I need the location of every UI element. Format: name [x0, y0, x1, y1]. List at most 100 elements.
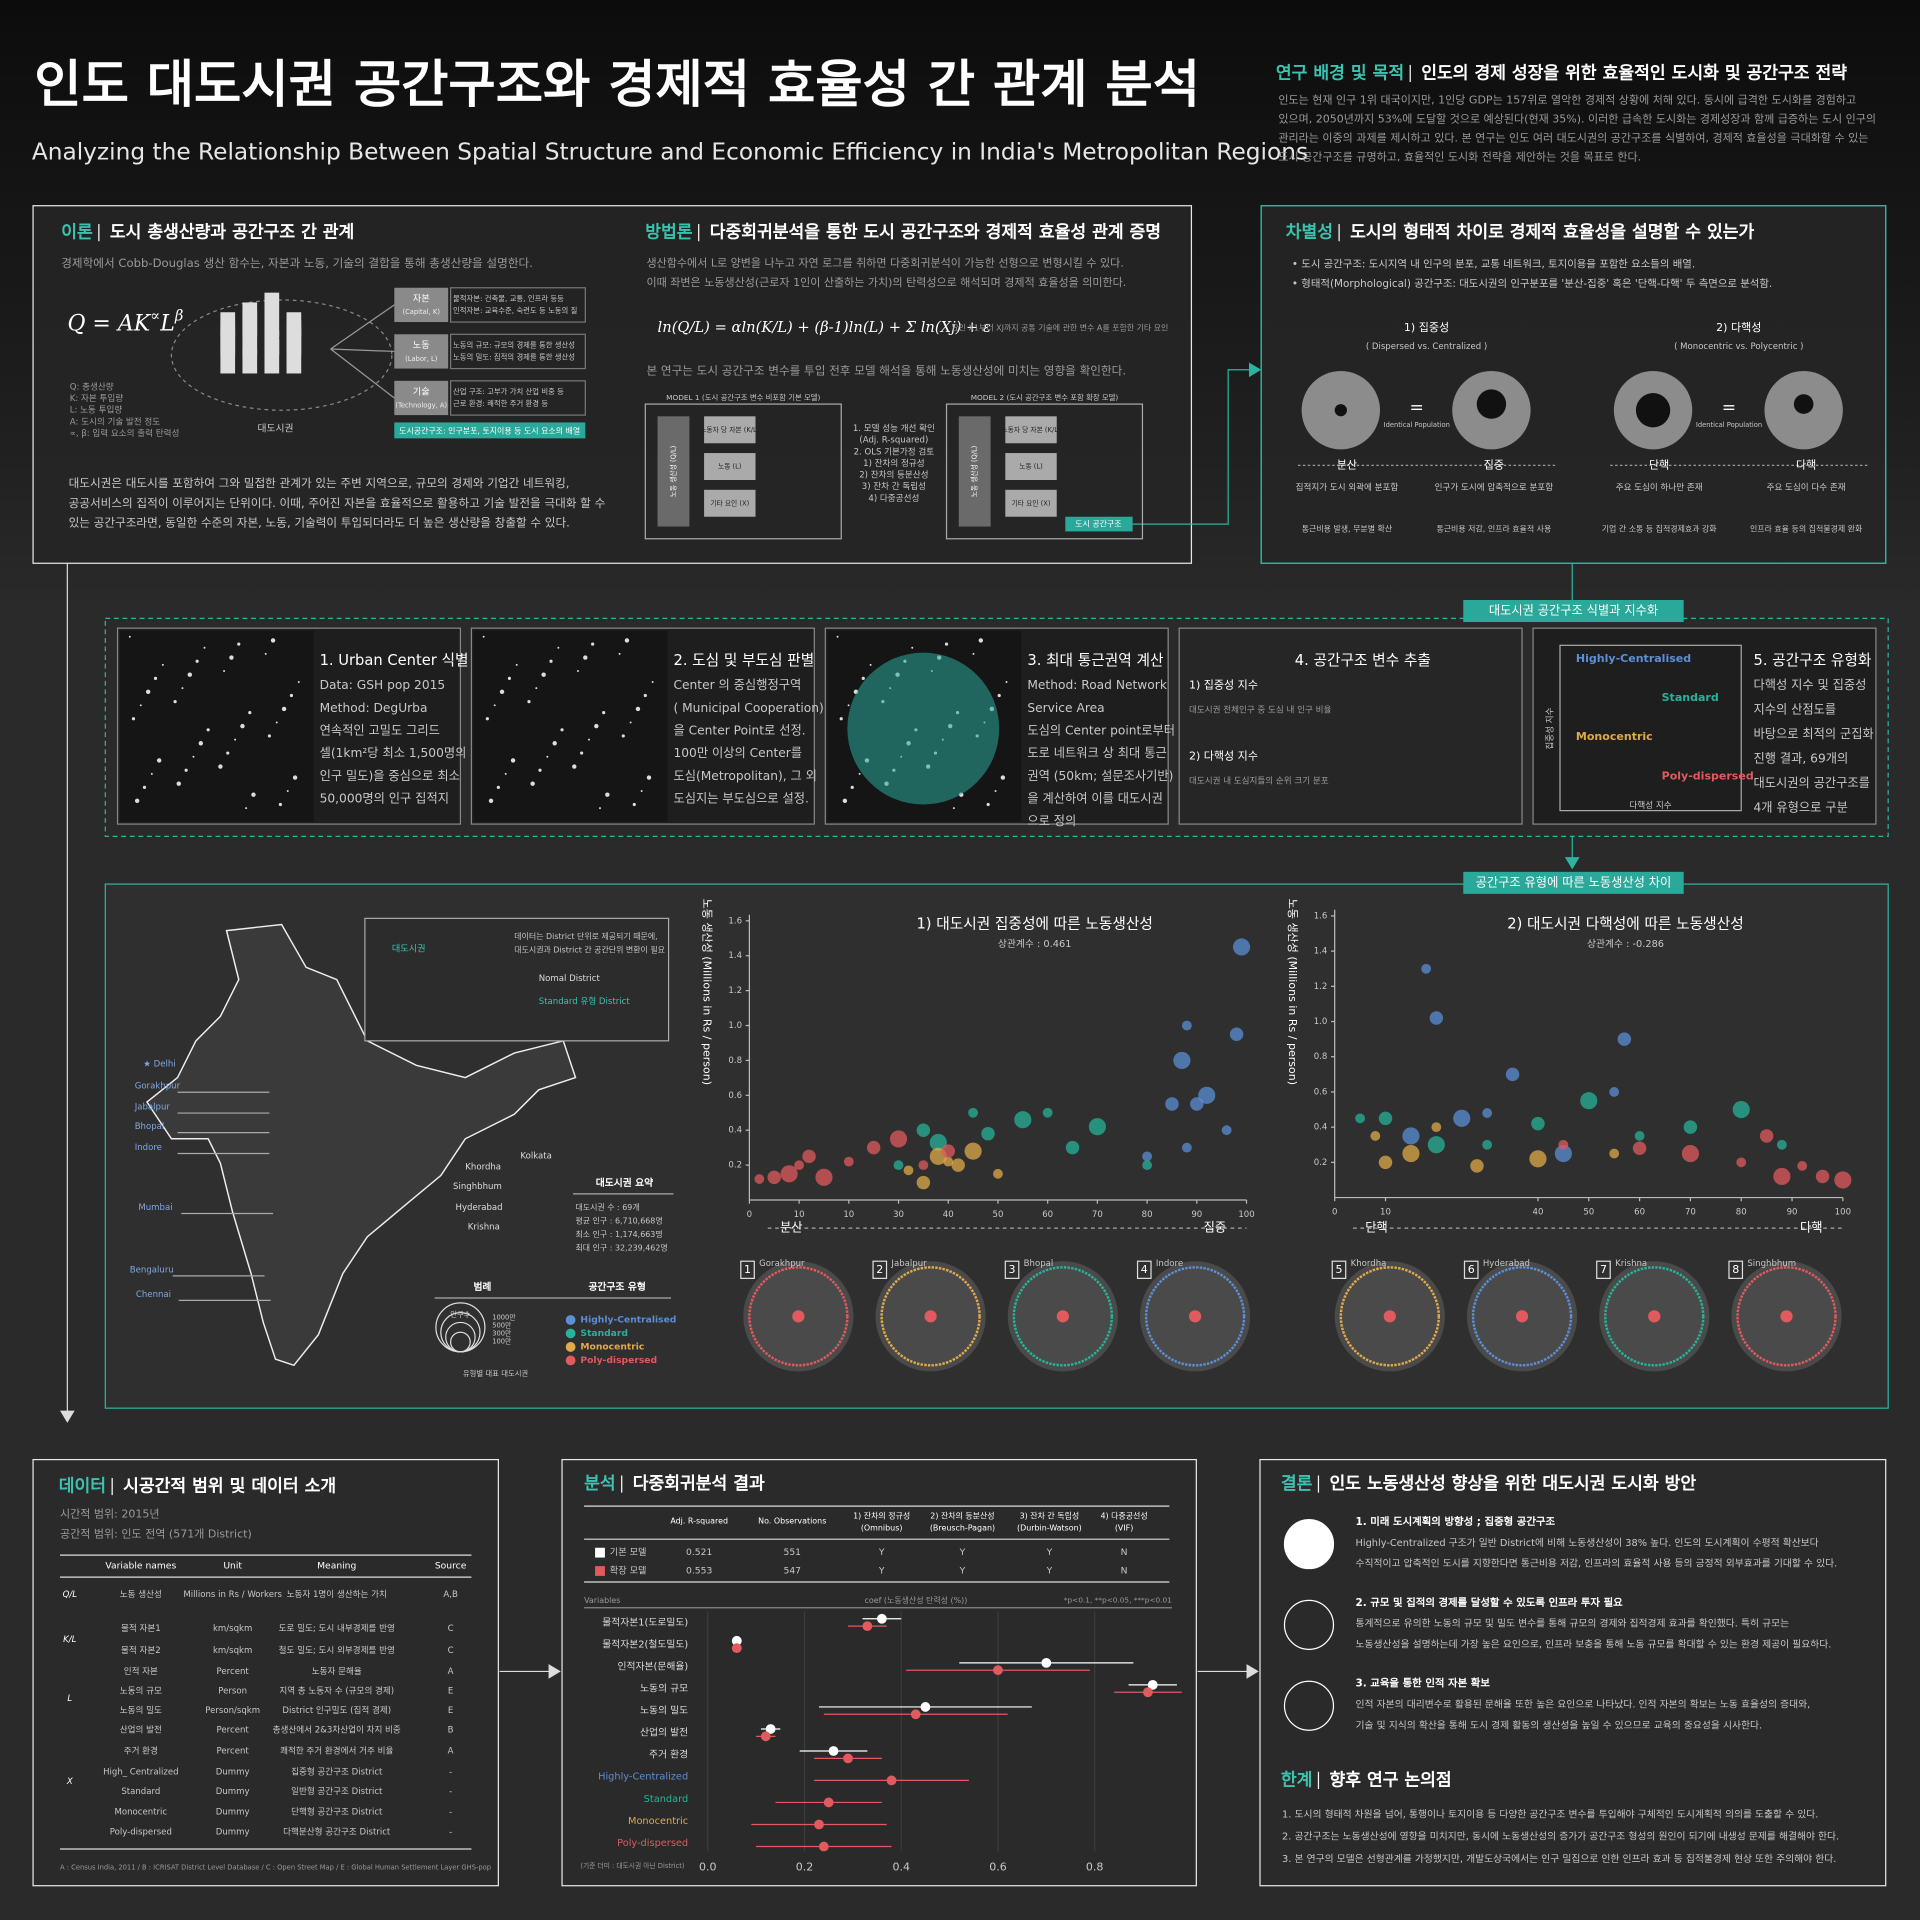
scatter-point [1355, 1113, 1365, 1124]
text: ( Monocentric vs. Polycentric ) [1674, 342, 1803, 352]
scatter-point [889, 1130, 908, 1148]
scatter-point [1142, 1151, 1152, 1162]
city-light [557, 646, 560, 649]
coef-point [828, 1746, 839, 1756]
case-center [1515, 1310, 1529, 1323]
scatter-point [780, 1165, 798, 1183]
text: 평균 인구 : 6,710,668명 [576, 1215, 663, 1225]
text: Dummy [216, 1767, 250, 1777]
city-light [245, 807, 248, 810]
category-label: 노동의 밀도 [640, 1705, 688, 1717]
theory-panel [32, 205, 1193, 564]
text: Center 의 중심행정구역 [673, 677, 801, 692]
x-tick-label: 0 [747, 1210, 752, 1220]
banner [1463, 871, 1684, 894]
scatter-point [1431, 1122, 1442, 1133]
spatial-box [1065, 516, 1133, 532]
step-box [1532, 627, 1877, 825]
scatter-point [1617, 1032, 1632, 1046]
scatter-point [893, 1160, 904, 1170]
city-ellipse [170, 299, 393, 411]
city-light [153, 676, 158, 680]
city-light [184, 768, 188, 772]
text: 4 [1141, 1263, 1148, 1276]
section-label: 결론 [1281, 1474, 1313, 1494]
background-text: 도시 공간구조를 규명하고, 효율적인 도시화 전략을 제안하는 것을 목표로 … [1278, 149, 1641, 163]
text: C [448, 1624, 454, 1634]
text: 2. OLS 기본가정 검토 [854, 445, 935, 457]
y-tick-label: 0.4 [1314, 1123, 1328, 1133]
text: 인구가 도시에 압축적으로 분포함 [1435, 481, 1554, 493]
text: Monocentric [114, 1808, 167, 1818]
formula: Q = AK∝Lβ [67, 307, 183, 337]
city-light [198, 741, 204, 746]
scatter-point [1421, 963, 1432, 974]
text: MODEL 1 (도시 공간구조 변수 비포함 기본 모델) [666, 393, 820, 402]
text: 노동 (L) [718, 463, 742, 471]
coef-point [765, 1724, 776, 1734]
text: N [1121, 1566, 1128, 1577]
city-light [142, 785, 147, 789]
text: 요인 X1부터 XJ까지 공통 기술에 관한 변수 A를 포함한 기타 요인 [951, 323, 1168, 333]
scatter-point [1554, 1144, 1572, 1163]
text: 있는 공간구조라면, 동일한 수준의 자본, 노동, 기술력이 투입되더라도 더… [69, 515, 570, 529]
text: Dummy [216, 1808, 250, 1818]
formula-legend: L: 노동 투입량 [70, 404, 123, 416]
text: Adj. R-squared [670, 1516, 728, 1525]
text: - [449, 1767, 452, 1777]
text: Krishna [1615, 1259, 1647, 1269]
text: 쾌적한 주거 환경에서 거주 비율 [280, 1745, 393, 1757]
steps-panel [104, 617, 1889, 837]
type-swatch [565, 1342, 576, 1352]
case-center [792, 1310, 805, 1323]
text: - [449, 1787, 452, 1797]
city-light [635, 706, 641, 712]
city-light [530, 781, 535, 786]
section-label: 연구 배경 및 목적 [1276, 63, 1404, 83]
scatter-point [1632, 1141, 1647, 1155]
text: 노동의 밀도 [120, 1704, 162, 1716]
scatter-point [1221, 1125, 1232, 1136]
scatter-point [1815, 1169, 1830, 1184]
city-light [572, 764, 577, 769]
y-tick-label: 1.2 [728, 986, 742, 996]
scatter-point [1198, 1086, 1216, 1104]
building [286, 329, 302, 374]
text: (Technology, A) [395, 401, 447, 409]
model-y [958, 416, 991, 527]
text: 1. 미래 도시계획의 방향성 ; 집중형 공간구조 [1356, 1515, 1556, 1528]
scatter-point [1065, 1140, 1080, 1155]
city-label: Kolkata [520, 1151, 551, 1161]
text: 물적 자본1 [121, 1622, 161, 1634]
category-label: 노동의 규모 [640, 1683, 688, 1695]
text: 0.553 [686, 1566, 712, 1577]
text: 본 연구는 도시 공간구조 변수를 투입 전후 모델 해석을 통해 노동생산성에… [647, 364, 1127, 378]
text: 기본 모델 [610, 1546, 647, 1558]
type-swatch [565, 1328, 576, 1339]
text: 경제학에서 Cobb-Douglas 생산 함수는, 자본과 노동, 기술의 결… [61, 256, 533, 270]
scatter-point [1683, 1120, 1698, 1134]
text: L [67, 1694, 72, 1704]
city-light [203, 646, 206, 649]
text: 노동의 규모 [120, 1686, 162, 1697]
building [220, 329, 236, 374]
city-light [651, 681, 654, 684]
text: Percent [217, 1726, 250, 1736]
text: K/L [63, 1635, 76, 1645]
building [264, 339, 280, 374]
x-tick-label: 0.2 [796, 1860, 814, 1873]
city-light [131, 717, 136, 721]
text: 대도시권 내 도심지들의 순위 크기 분포 [1189, 775, 1329, 787]
case-center [1383, 1310, 1396, 1323]
text: 을 Center Point로 선정. [673, 724, 805, 738]
text: 진행 결과, 69개의 [1753, 751, 1848, 766]
city-light [187, 672, 192, 677]
text: 도로 밀도; 도시 내부경제를 반영 [279, 1622, 395, 1634]
text: 셀(1km²당 최소 1,500명의 [320, 746, 467, 760]
text: (기준 더미 : 대도시권 아닌 District) [580, 1861, 685, 1870]
background-text: 인도는 현재 인구 1위 대국이지만, 1인당 GDP는 157위로 열악한 경… [1278, 92, 1856, 106]
text: 100만 이상의 Center를 [673, 746, 802, 760]
case-ring [1012, 1266, 1114, 1367]
text: Standard [580, 1328, 628, 1339]
y-tick-label: 1.0 [728, 1021, 742, 1031]
